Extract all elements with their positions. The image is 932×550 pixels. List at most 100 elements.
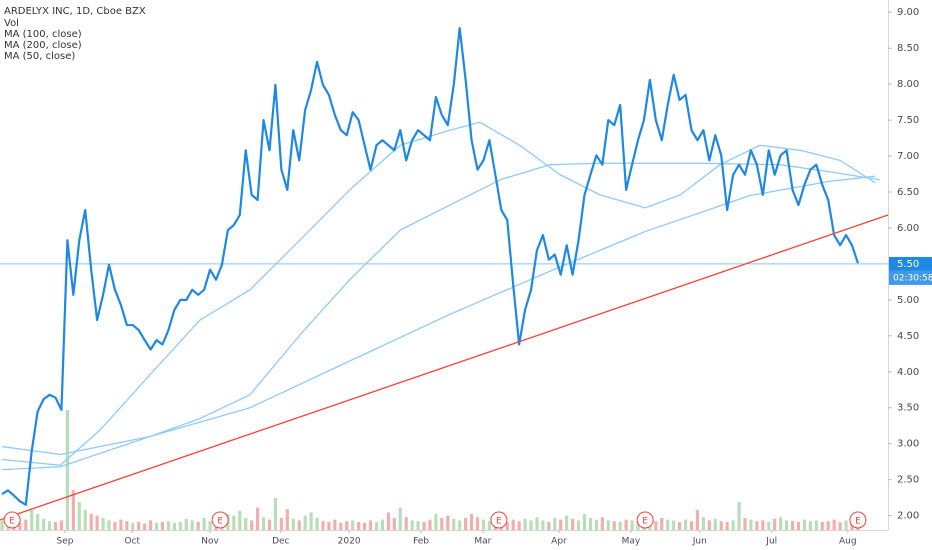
volume-bar [119, 519, 123, 530]
y-tick-label: 8.00 [897, 79, 919, 90]
volume-bar [178, 522, 182, 530]
y-tick-label: 7.50 [897, 115, 919, 126]
event-label: E [9, 517, 15, 527]
volume-bar [737, 502, 741, 530]
volume-bar [47, 521, 52, 530]
volume-bar [137, 522, 141, 530]
volume-bar [386, 512, 390, 530]
legend-entry: MA (50, close) [4, 51, 75, 62]
volume-bar [701, 517, 705, 530]
moving-average-line [1, 121, 876, 466]
volume-bar [95, 515, 99, 530]
volume-bar [101, 518, 105, 530]
moving-average-line [1, 162, 881, 471]
volume-bar [303, 515, 307, 530]
chart-title: ARDELYX INC, 1D, Cboe BZX [4, 6, 146, 17]
volume-bar [357, 522, 361, 530]
volume-bar [374, 522, 379, 530]
volume-bar [261, 517, 266, 530]
last-price-label: 5.50 [897, 259, 919, 270]
volume-bar [796, 522, 801, 530]
volume-bar [273, 498, 278, 530]
volume-bar [582, 514, 587, 530]
volume-bar [749, 519, 753, 530]
y-tick-label: 6.50 [897, 187, 919, 198]
x-tick-label: Feb [413, 537, 429, 547]
volume-bar [446, 515, 450, 530]
volume-bar [529, 520, 533, 530]
volume-bar [149, 520, 153, 530]
countdown-box [889, 270, 932, 285]
volume-bar [588, 518, 593, 530]
volume-bar [707, 520, 711, 530]
volume-bar [678, 522, 682, 530]
volume-bar [487, 521, 492, 530]
volume-bar [594, 519, 598, 530]
volume-bar [553, 518, 557, 530]
volume-bar [695, 510, 700, 530]
volume-bar [565, 515, 569, 530]
volume-bar [808, 521, 812, 530]
legend-entry: MA (200, close) [4, 40, 82, 51]
x-tick-label: 2020 [338, 537, 361, 547]
volume-bar [713, 518, 717, 530]
volume-bar [89, 514, 93, 530]
volume-bar [404, 517, 408, 530]
volume-bar [18, 522, 22, 530]
event-label: E [217, 517, 223, 527]
y-tick-label: 3.00 [897, 439, 919, 450]
volume-bar [291, 518, 295, 530]
price-line [1, 26, 859, 506]
volume-bar [761, 520, 765, 530]
volume-bar [24, 519, 28, 530]
legend-entry: Vol [4, 18, 19, 29]
volume-bar [767, 522, 771, 530]
y-tick-label: 8.50 [897, 43, 919, 54]
volume-bar [481, 519, 486, 530]
volume-bar [83, 510, 87, 530]
volume-bar [475, 517, 480, 530]
volume-bar [612, 521, 616, 530]
y-tick-label: 9.00 [897, 7, 919, 18]
volume-bar [719, 521, 723, 530]
x-tick-label: Oct [124, 537, 140, 547]
volume-bar [422, 522, 426, 530]
volume-bar [380, 519, 385, 530]
volume-bar [297, 520, 301, 530]
volume-bar [172, 522, 176, 530]
volume-bar [279, 518, 283, 530]
event-marker [490, 511, 508, 529]
volume-bar [131, 522, 135, 530]
volume-bar [511, 519, 515, 530]
volume-bar [285, 509, 289, 530]
volume-bar [416, 521, 420, 530]
volume-bar [452, 518, 456, 530]
volume-bar [630, 520, 634, 530]
x-tick-label: Dec [272, 537, 289, 547]
volume-bar [571, 518, 575, 530]
volume-bar [392, 518, 396, 530]
volume-bar [154, 522, 159, 530]
volume-bar [440, 518, 444, 530]
volume-bar [309, 512, 313, 530]
volume-bar [232, 515, 236, 530]
volume-bar [398, 507, 402, 530]
volume-bar [166, 521, 171, 530]
volume-bar [505, 522, 509, 530]
volume-bar [190, 520, 194, 530]
volume-bar [755, 521, 759, 530]
volume-bar [844, 520, 848, 530]
event-marker [636, 511, 654, 529]
y-tick-label: 3.50 [897, 403, 919, 414]
volume-bar [351, 520, 355, 530]
volume-bar [59, 520, 64, 530]
volume-bar [779, 517, 783, 530]
volume-bar [523, 518, 527, 530]
volume-bar [160, 522, 165, 530]
moving-average-line [1, 175, 876, 456]
countdown-label: 02:30:58 [893, 273, 932, 283]
volume-bar [469, 514, 474, 530]
legend-entry: MA (100, close) [4, 29, 82, 40]
volume-bar [333, 519, 337, 530]
